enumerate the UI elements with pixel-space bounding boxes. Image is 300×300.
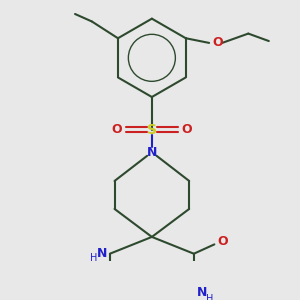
Text: O: O [111,123,122,136]
Text: N: N [97,247,107,260]
Text: O: O [182,123,192,136]
Text: N: N [196,286,207,299]
Text: N: N [147,146,157,160]
Text: O: O [212,36,223,50]
Text: H: H [206,294,213,300]
Text: O: O [217,235,228,248]
Text: S: S [147,123,157,137]
Text: H: H [90,254,98,263]
